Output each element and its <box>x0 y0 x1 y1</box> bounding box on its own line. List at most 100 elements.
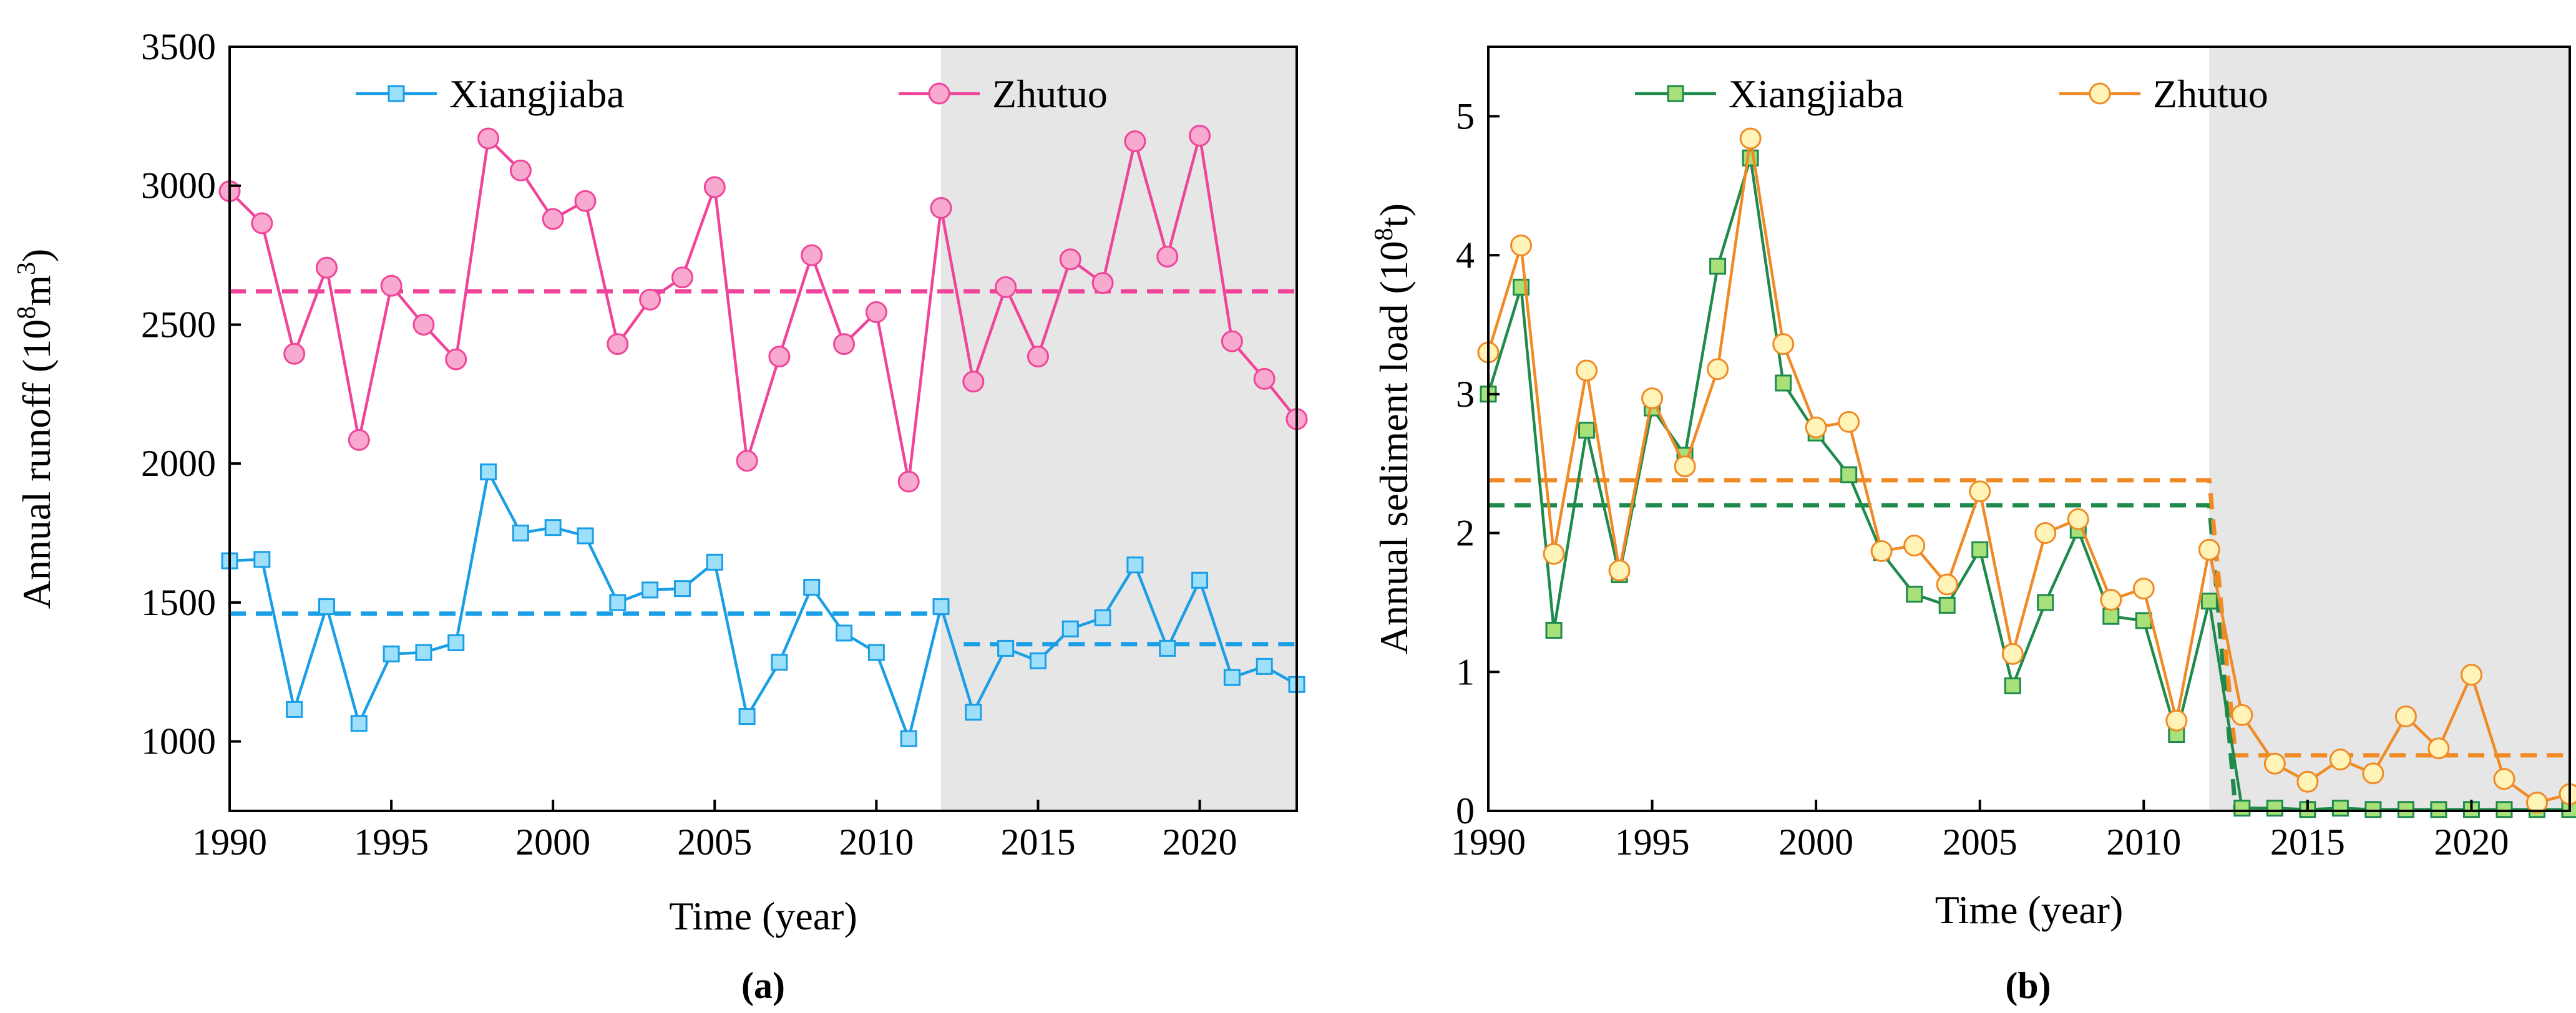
panel-b-zhutuo-point[interactable] <box>1510 235 1533 256</box>
panel-b-zhutuo-point[interactable] <box>1707 358 1729 380</box>
panel-a-xiangjiaba-point[interactable] <box>318 598 335 616</box>
panel-b-xiangjiaba-point[interactable] <box>2233 800 2251 817</box>
panel-a-zhutuo-point[interactable] <box>509 159 532 182</box>
panel-a-xiangjiaba-point[interactable] <box>673 580 691 598</box>
panel-b-zhutuo-point[interactable] <box>2100 588 2122 611</box>
panel-a-xiangjiaba-point[interactable] <box>771 654 788 671</box>
panel-a-zhutuo-point[interactable] <box>865 301 887 323</box>
panel-b-zhutuo-point[interactable] <box>1805 416 1827 439</box>
panel-b-zhutuo-point[interactable] <box>1838 410 1860 433</box>
panel-b-xiangjiaba-point[interactable] <box>1971 541 1989 558</box>
panel-a-zhutuo-point[interactable] <box>995 276 1017 298</box>
panel-b-zhutuo-point[interactable] <box>1936 573 1958 596</box>
panel-a-zhutuo-point[interactable] <box>703 176 726 198</box>
panel-a-zhutuo-point[interactable] <box>736 450 758 472</box>
panel-b-zhutuo-point[interactable] <box>2460 664 2482 686</box>
panel-b-zhutuo-point[interactable] <box>2231 704 2253 726</box>
panel-b-xiangjiaba-point[interactable] <box>2397 801 2414 818</box>
panel-a-zhutuo-point[interactable] <box>639 288 661 311</box>
panel-b-xiangjiaba-point[interactable] <box>1578 422 1596 439</box>
panel-b-xiangjiaba-point[interactable] <box>2266 800 2283 817</box>
panel-a-zhutuo-point[interactable] <box>251 212 273 235</box>
panel-a-zhutuo-point[interactable] <box>283 342 306 365</box>
panel-b-zhutuo-point[interactable] <box>2165 709 2188 732</box>
panel-b-xiangjiaba-point[interactable] <box>1775 374 1792 392</box>
panel-a-xiangjiaba-point[interactable] <box>932 598 950 616</box>
panel-b-zhutuo-point[interactable] <box>1903 535 1926 557</box>
panel-b-zhutuo-point[interactable] <box>2559 783 2576 805</box>
panel-b-xiangjiaba-point[interactable] <box>2135 612 2152 629</box>
panel-a-xiangjiaba-point[interactable] <box>965 704 982 721</box>
panel-a-zhutuo-point[interactable] <box>833 333 856 356</box>
panel-a-zhutuo-point[interactable] <box>671 266 693 289</box>
panel-b-xiangjiaba-point[interactable] <box>1742 149 1759 167</box>
panel-a-zhutuo-point[interactable] <box>607 333 629 356</box>
panel-b-xiangjiaba-point[interactable] <box>2496 801 2513 818</box>
panel-a-zhutuo-point[interactable] <box>542 208 564 230</box>
panel-b-zhutuo-point[interactable] <box>2263 752 2286 775</box>
panel-a-xiangjiaba-point[interactable] <box>900 730 917 747</box>
panel-a-zhutuo-point[interactable] <box>768 346 791 368</box>
panel-a-xiangjiaba-point[interactable] <box>350 715 368 732</box>
panel-b-zhutuo-point[interactable] <box>1739 127 1762 150</box>
panel-b-xiangjiaba-point[interactable] <box>2037 594 2054 611</box>
panel-a-zhutuo-point[interactable] <box>1059 248 1081 271</box>
panel-b-xiangjiaba-point[interactable] <box>2200 593 2218 610</box>
panel-a-xiangjiaba-point[interactable] <box>1061 620 1079 637</box>
panel-a-zhutuo-point[interactable] <box>897 470 920 493</box>
panel-b-zhutuo-point[interactable] <box>2493 768 2515 790</box>
panel-a-xiangjiaba-point[interactable] <box>383 645 400 662</box>
panel-a-xiangjiaba-point[interactable] <box>706 553 723 571</box>
panel-a-xiangjiaba-point[interactable] <box>803 578 821 596</box>
panel-b-zhutuo-point[interactable] <box>1543 543 1565 565</box>
panel-a-zhutuo-point[interactable] <box>574 190 597 212</box>
panel-a-xiangjiaba-point[interactable] <box>286 700 303 718</box>
panel-a-xiangjiaba-point[interactable] <box>1256 657 1273 675</box>
panel-a-zhutuo-point[interactable] <box>412 313 435 336</box>
panel-b-zhutuo-point[interactable] <box>2198 538 2220 561</box>
panel-b-xiangjiaba-point[interactable] <box>1906 586 1923 603</box>
panel-b-xiangjiaba-point[interactable] <box>1840 466 1858 483</box>
panel-b-zhutuo-point[interactable] <box>2001 642 2024 665</box>
panel-a-zhutuo-point[interactable] <box>1221 330 1243 352</box>
panel-a-xiangjiaba-point[interactable] <box>480 463 497 481</box>
panel-b-zhutuo-point[interactable] <box>2034 522 2057 545</box>
panel-a-zhutuo-point[interactable] <box>315 256 338 279</box>
panel-b-xiangjiaba-point[interactable] <box>2430 801 2447 818</box>
panel-a-zhutuo-point[interactable] <box>1156 245 1179 268</box>
panel-b-zhutuo-point[interactable] <box>2427 737 2450 760</box>
panel-b-xiangjiaba-point[interactable] <box>1709 258 1727 275</box>
panel-b-xiangjiaba-point[interactable] <box>1938 596 1956 614</box>
panel-a-zhutuo-point[interactable] <box>1124 130 1146 152</box>
panel-b-zhutuo-point[interactable] <box>1608 560 1631 582</box>
panel-a-xiangjiaba-point[interactable] <box>577 527 594 545</box>
panel-a-xiangjiaba-point[interactable] <box>1094 609 1111 626</box>
panel-a-xiangjiaba-point[interactable] <box>253 551 271 568</box>
panel-a-xiangjiaba-point[interactable] <box>512 525 529 542</box>
panel-a-xiangjiaba-point[interactable] <box>1191 571 1209 589</box>
panel-b-xiangjiaba-point[interactable] <box>2331 800 2349 817</box>
panel-b-zhutuo-point[interactable] <box>2132 578 2155 600</box>
panel-b-xiangjiaba-point[interactable] <box>2102 608 2120 625</box>
panel-b-zhutuo-point[interactable] <box>1576 359 1598 382</box>
panel-b-zhutuo-point[interactable] <box>1772 333 1795 356</box>
panel-a-xiangjiaba-point[interactable] <box>867 644 885 661</box>
panel-a-zhutuo-point[interactable] <box>380 274 402 297</box>
panel-a-zhutuo-point[interactable] <box>1189 125 1211 147</box>
panel-b-zhutuo-point[interactable] <box>2296 770 2319 793</box>
panel-b-zhutuo-point[interactable] <box>2394 705 2417 728</box>
panel-a-xiangjiaba-point[interactable] <box>1029 652 1046 669</box>
panel-a-xiangjiaba-point[interactable] <box>642 581 659 599</box>
panel-b-zhutuo-point[interactable] <box>2067 508 2089 530</box>
panel-a-xiangjiaba-point[interactable] <box>738 708 756 725</box>
panel-a-zhutuo-point[interactable] <box>962 371 985 393</box>
panel-a-xiangjiaba-point[interactable] <box>1159 639 1176 657</box>
panel-a-xiangjiaba-point[interactable] <box>447 634 465 651</box>
panel-b-zhutuo-point[interactable] <box>1870 540 1893 562</box>
panel-a-xiangjiaba-point[interactable] <box>1126 556 1144 574</box>
panel-b-zhutuo-point[interactable] <box>2329 749 2351 771</box>
panel-a-xiangjiaba-point[interactable] <box>997 639 1015 657</box>
panel-a-xiangjiaba-point[interactable] <box>609 594 627 611</box>
panel-a-xiangjiaba-point[interactable] <box>1223 669 1241 686</box>
panel-a-zhutuo-point[interactable] <box>348 429 370 451</box>
